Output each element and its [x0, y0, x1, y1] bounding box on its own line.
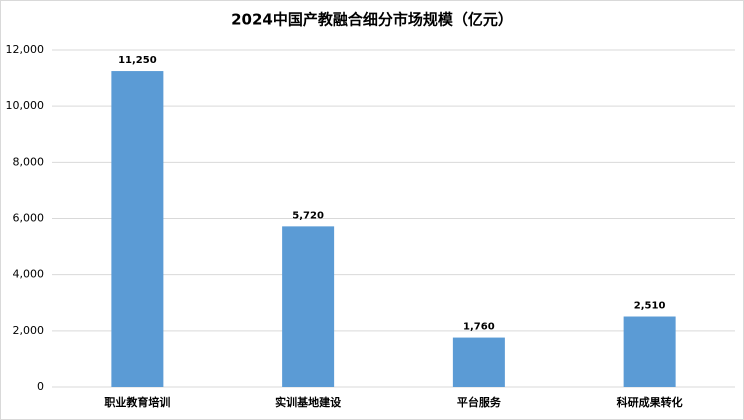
value-label: 5,720 — [292, 210, 324, 221]
y-tick-label: 6,000 — [13, 212, 45, 225]
y-tick-label: 10,000 — [6, 99, 45, 112]
y-tick-label: 4,000 — [13, 268, 45, 281]
bar — [282, 226, 335, 387]
x-tick-label: 平台服务 — [457, 395, 502, 409]
x-tick-label: 职业教育培训 — [104, 395, 170, 409]
bar — [111, 71, 164, 387]
value-label: 2,510 — [634, 301, 666, 312]
x-tick-label: 实训基地建设 — [275, 395, 342, 409]
y-tick-label: 0 — [37, 380, 44, 393]
bar — [452, 337, 505, 387]
y-tick-label: 2,000 — [13, 324, 45, 337]
y-tick-label: 12,000 — [6, 43, 45, 56]
chart-title: 2024中国产教融合细分市场规模（亿元） — [231, 11, 513, 29]
value-label: 11,250 — [118, 55, 157, 66]
y-tick-label: 8,000 — [13, 155, 45, 168]
x-tick-label: 科研成果转化 — [617, 395, 683, 409]
bar — [623, 316, 676, 387]
value-label: 1,760 — [463, 322, 495, 333]
